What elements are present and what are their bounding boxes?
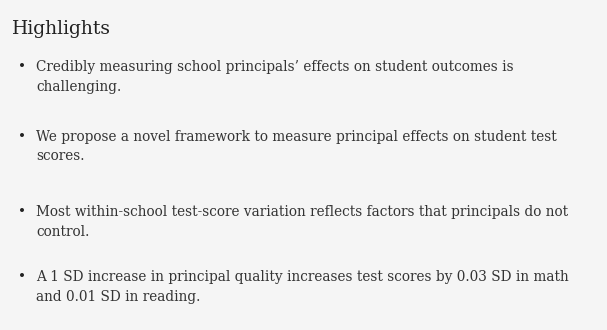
Text: Credibly measuring school principals’ effects on student outcomes is
challenging: Credibly measuring school principals’ ef… bbox=[36, 60, 514, 93]
Text: We propose a novel framework to measure principal effects on student test
scores: We propose a novel framework to measure … bbox=[36, 130, 557, 163]
Text: •: • bbox=[18, 60, 26, 74]
Text: •: • bbox=[18, 270, 26, 284]
Text: Highlights: Highlights bbox=[12, 20, 111, 38]
Text: A 1 SD increase in principal quality increases test scores by 0.03 SD in math
an: A 1 SD increase in principal quality inc… bbox=[36, 270, 569, 304]
Text: •: • bbox=[18, 205, 26, 219]
Text: •: • bbox=[18, 130, 26, 144]
Text: Most within-school test-score variation reflects factors that principals do not
: Most within-school test-score variation … bbox=[36, 205, 568, 239]
